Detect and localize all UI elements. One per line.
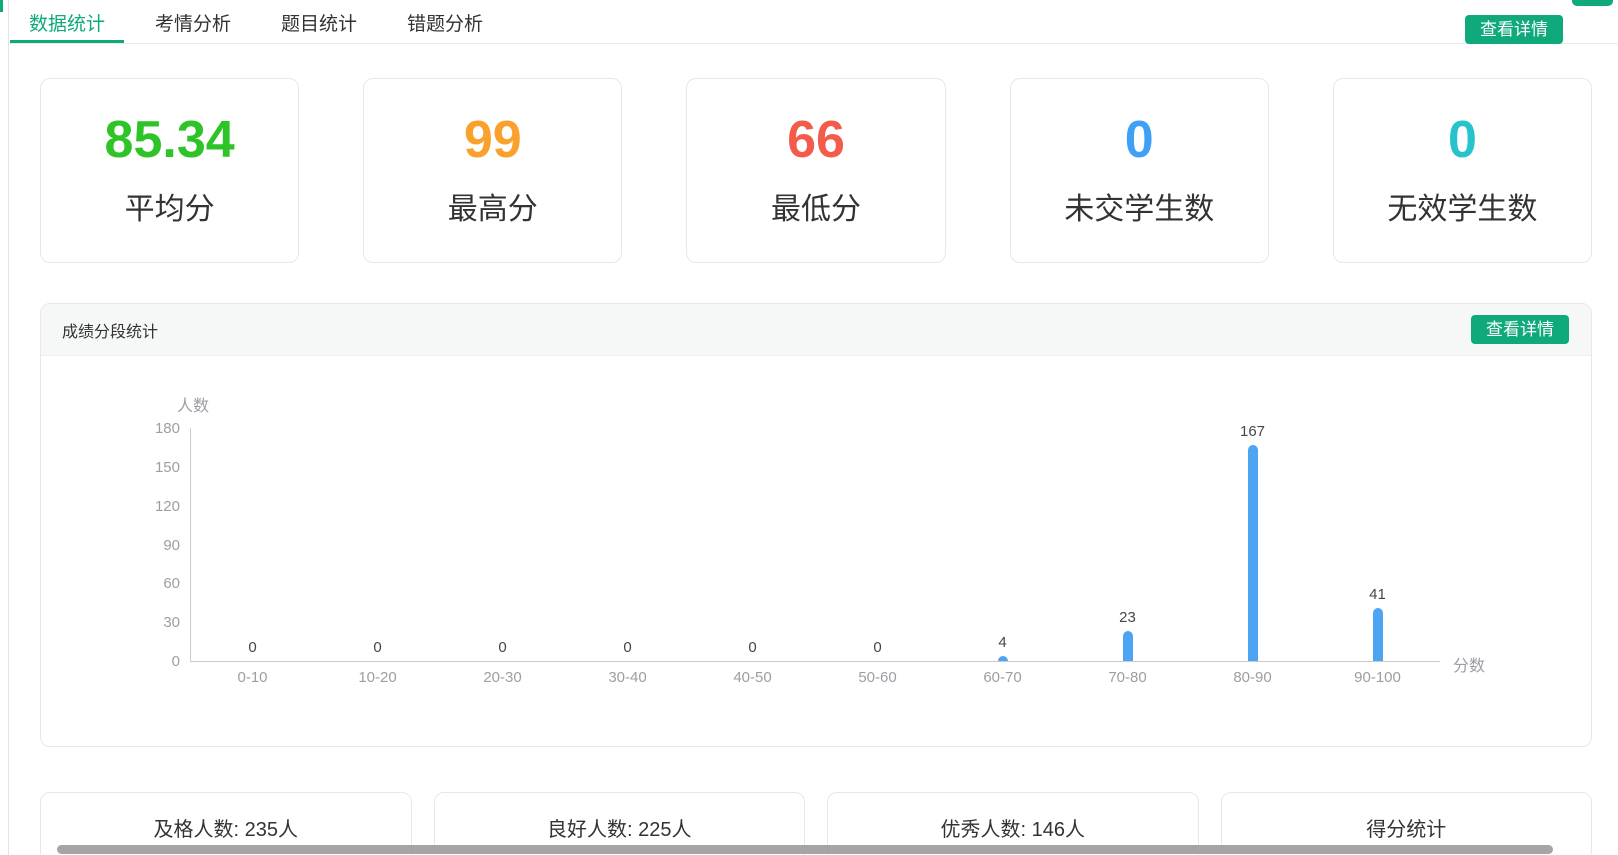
x-tick-label: 50-60 [858, 669, 897, 686]
stat-card-highest-score: 99 最高分 [363, 78, 623, 263]
tab-question-stats[interactable]: 题目统计 [281, 14, 358, 35]
main-content: 数据统计 考情分析 题目统计 错题分析 查看详情 85.34 平均分 99 最高分 66 最低分… [9, 0, 1618, 855]
stat-value-highest-score: 99 [463, 110, 522, 169]
y-axis-title: 人数 [177, 398, 210, 415]
stat-label-unsubmitted-students: 未交学生数 [1064, 192, 1215, 226]
bar-value-label: 0 [373, 639, 382, 656]
tab-wrong-question-analysis[interactable]: 错题分析 [407, 14, 484, 35]
y-tick-label: 0 [171, 653, 180, 670]
bar-90-100[interactable] [1372, 608, 1383, 661]
y-axis-line [190, 428, 191, 661]
stats-row: 85.34 平均分 99 最高分 66 最低分 0 未交学生数 0 无效学生数 [40, 78, 1593, 263]
bar-value-label: 0 [248, 639, 257, 656]
stat-label-invalid-students: 无效学生数 [1387, 192, 1538, 226]
bar-value-label: 167 [1239, 423, 1266, 440]
tab-exam-analysis[interactable]: 考情分析 [155, 14, 232, 35]
bar-value-label: 23 [1119, 609, 1136, 626]
y-tick-label: 150 [154, 458, 180, 476]
horizontal-scrollbar-thumb[interactable] [57, 845, 1553, 854]
bar-value-label: 0 [498, 639, 507, 656]
stat-value-lowest-score: 66 [787, 110, 845, 169]
bar-60-70[interactable] [997, 656, 1008, 661]
bar-value-label: 0 [873, 639, 882, 656]
x-tick-label: 60-70 [983, 669, 1022, 686]
y-tick-label: 60 [163, 575, 180, 593]
x-tick-label: 10-20 [358, 669, 397, 686]
stat-label-average-score: 平均分 [124, 192, 215, 226]
summary-card-score-statistics: 得分统计 [1220, 792, 1592, 855]
bar-80-90[interactable] [1247, 445, 1258, 661]
bar-70-80[interactable] [1122, 631, 1133, 661]
x-tick-label: 90-100 [1354, 669, 1401, 686]
sidebar-active-marker [0, 0, 3, 12]
x-tick-label: 80-90 [1233, 669, 1272, 686]
summary-card-excellent-count: 优秀人数: 146人 [827, 792, 1199, 855]
top-button-fragment [1572, 0, 1613, 6]
stat-card-lowest-score: 66 最低分 [686, 78, 946, 263]
bar-value-label: 41 [1369, 586, 1386, 603]
bar-value-label: 0 [748, 639, 757, 656]
y-tick-label: 30 [163, 614, 180, 632]
stat-value-unsubmitted-students: 0 [1124, 110, 1154, 169]
bar-value-label: 0 [623, 639, 632, 656]
view-details-button[interactable]: 查看详情 [1465, 15, 1563, 44]
stat-label-highest-score: 最高分 [447, 192, 538, 226]
x-tick-label: 20-30 [483, 669, 522, 686]
x-axis-line [190, 661, 1440, 662]
score-segment-panel: 成绩分段统计 查看详情 人数分数 0 30 60 90 120 150 180 0 0-10 0 10… [40, 303, 1592, 747]
stat-value-average-score: 85.34 [104, 110, 235, 169]
stat-card-average-score: 85.34 平均分 [40, 78, 300, 263]
panel-view-details-button[interactable]: 查看详情 [1471, 315, 1569, 344]
stat-card-unsubmitted-students: 0 未交学生数 [1009, 78, 1269, 263]
bar-chart: 人数分数 0 30 60 90 120 150 180 0 0-10 0 10-20 0 20-30 0 30… [41, 356, 1591, 746]
y-tick-label: 120 [154, 497, 180, 515]
tab-data-statistics[interactable]: 数据统计 [10, 0, 125, 43]
tab-bar: 数据统计 考情分析 题目统计 错题分析 查看详情 [9, 0, 1618, 44]
bar-value-label: 4 [998, 634, 1007, 651]
panel-header: 成绩分段统计 查看详情 [41, 304, 1591, 356]
panel-title: 成绩分段统计 [62, 323, 159, 341]
y-tick-label: 90 [163, 536, 180, 554]
stat-card-invalid-students: 0 无效学生数 [1332, 78, 1593, 263]
sidebar-divider [8, 0, 9, 855]
x-tick-label: 40-50 [733, 669, 772, 686]
y-tick-label: 180 [154, 420, 180, 437]
stat-value-invalid-students: 0 [1447, 110, 1477, 169]
x-tick-label: 70-80 [1108, 669, 1147, 686]
x-tick-label: 0-10 [237, 669, 268, 686]
x-tick-label: 30-40 [608, 669, 647, 686]
stat-label-lowest-score: 最低分 [771, 192, 861, 226]
summary-row: 及格人数: 235人 良好人数: 225人 优秀人数: 146人 得分统计 [40, 792, 1592, 855]
tab-list: 数据统计 考情分析 题目统计 错题分析 [10, 0, 514, 43]
summary-card-pass-count: 及格人数: 235人 [40, 792, 412, 855]
x-axis-title: 分数 [1453, 658, 1486, 675]
summary-card-good-count: 良好人数: 225人 [433, 792, 805, 855]
